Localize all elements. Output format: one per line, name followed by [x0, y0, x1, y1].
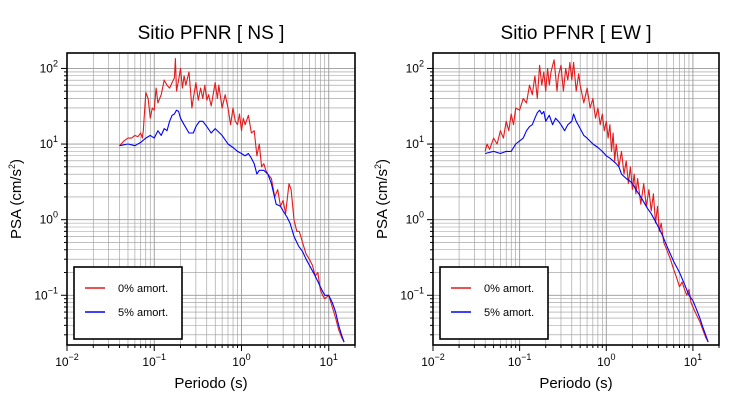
series-line-damped: [485, 109, 709, 343]
plot-frame: [66, 52, 356, 346]
y-tick-label: 10−1: [34, 285, 58, 302]
x-axis-label: Periodo (s): [174, 375, 247, 392]
y-axis-label: PSA (cm/s2): [373, 159, 391, 239]
y-tick-label: 10−1: [400, 285, 424, 302]
x-tick-label: 101: [320, 352, 338, 369]
grid: [66, 53, 356, 345]
tick-marks: [427, 67, 720, 351]
x-tick-label: 10−2: [55, 352, 79, 369]
y-tick-label: 100: [406, 210, 424, 227]
chart-panel-ew: 10−2 10−1 100 101 10−1 100 101 102 Sitio PFNR [ …: [373, 23, 720, 392]
x-tick-label: 100: [232, 352, 250, 369]
y-tick-label: 102: [406, 58, 424, 75]
legend: 0% amort. 5% amort.: [439, 266, 549, 340]
chart-panel-ns: 10−2 10−1 100 101 10−1 100 101 102 Sitio PFNR [ …: [7, 23, 356, 392]
x-tick-label: 100: [597, 352, 615, 369]
x-tick-label: 10−1: [142, 352, 166, 369]
y-tick-label: 101: [40, 134, 58, 151]
legend-label: 0% amort.: [118, 283, 168, 295]
series-line-damped: [119, 109, 345, 343]
y-tick-label: 100: [40, 210, 58, 227]
y-tick-label: 101: [406, 134, 424, 151]
x-axis-label: Periodo (s): [539, 375, 612, 392]
chart-title: Sitio PFNR [ NS ]: [138, 23, 285, 44]
series-line-undamped: [484, 59, 709, 343]
legend-label: 5% amort.: [118, 307, 168, 319]
chart-title: Sitio PFNR [ EW ]: [501, 23, 652, 44]
plot-frame: [432, 52, 720, 346]
x-tick-label: 10−2: [421, 352, 445, 369]
legend-label: 5% amort.: [484, 307, 534, 319]
legend-box: [439, 266, 549, 340]
legend-label: 0% amort.: [484, 283, 534, 295]
legend: 0% amort. 5% amort.: [73, 266, 183, 340]
tick-marks: [61, 67, 356, 351]
series-line-undamped: [119, 58, 345, 343]
y-axis-label: PSA (cm/s2): [7, 159, 25, 239]
y-tick-label: 102: [40, 58, 58, 75]
legend-box: [73, 266, 183, 340]
x-tick-label: 101: [684, 352, 702, 369]
x-tick-label: 10−1: [508, 352, 532, 369]
